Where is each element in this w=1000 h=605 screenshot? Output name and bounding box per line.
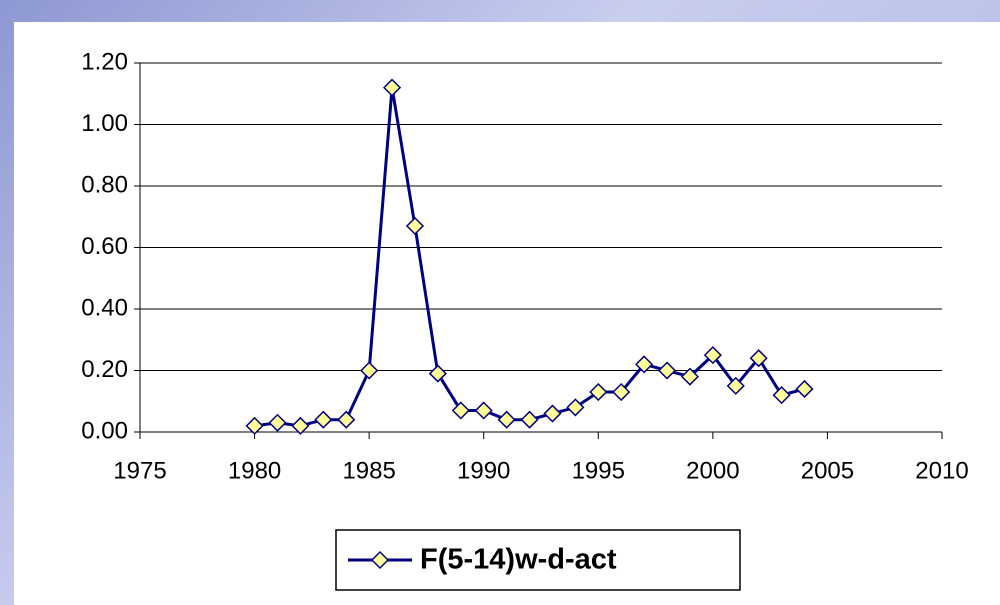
x-tick-label: 1975 <box>113 457 166 484</box>
y-tick-label: 0.00 <box>81 417 128 444</box>
point-marker <box>405 216 425 236</box>
y-tick-label: 0.80 <box>81 171 128 198</box>
point-marker <box>657 361 677 380</box>
point-marker <box>749 349 768 368</box>
point-marker <box>497 410 516 429</box>
y-tick-label: 1.00 <box>81 110 128 137</box>
point-marker <box>314 410 333 429</box>
x-tick-label: 1980 <box>228 457 281 484</box>
point-marker <box>703 346 722 365</box>
chart-panel <box>14 22 1000 605</box>
point-marker <box>680 367 700 386</box>
x-tick-label: 2005 <box>801 457 854 484</box>
point-marker <box>566 398 585 417</box>
legend-label: F(5-14)w-d-act <box>420 544 617 576</box>
point-marker <box>337 410 356 429</box>
x-tick-label: 2000 <box>686 457 739 484</box>
x-tick-label: 1995 <box>572 457 625 484</box>
x-tick-label: 2010 <box>915 457 968 484</box>
y-tick-label: 1.20 <box>81 48 128 75</box>
y-tick-label: 0.60 <box>81 233 128 260</box>
y-tick-label: 0.20 <box>81 356 128 383</box>
point-marker <box>382 78 402 97</box>
point-marker <box>543 404 562 423</box>
point-marker <box>772 386 791 405</box>
point-marker <box>474 401 493 420</box>
x-tick-label: 1990 <box>457 457 510 484</box>
point-marker <box>589 382 608 402</box>
point-marker <box>360 361 379 380</box>
point-marker <box>612 382 631 402</box>
point-marker <box>795 379 814 399</box>
x-tick-label: 1985 <box>342 457 395 484</box>
point-marker <box>291 416 310 435</box>
point-marker <box>635 355 654 374</box>
point-marker <box>428 364 447 383</box>
point-marker <box>520 410 539 429</box>
point-marker <box>245 416 264 435</box>
y-tick-label: 0.40 <box>81 294 128 321</box>
legend-marker <box>370 550 390 570</box>
point-marker <box>726 376 745 395</box>
point-marker <box>268 413 287 432</box>
point-marker <box>451 401 470 420</box>
